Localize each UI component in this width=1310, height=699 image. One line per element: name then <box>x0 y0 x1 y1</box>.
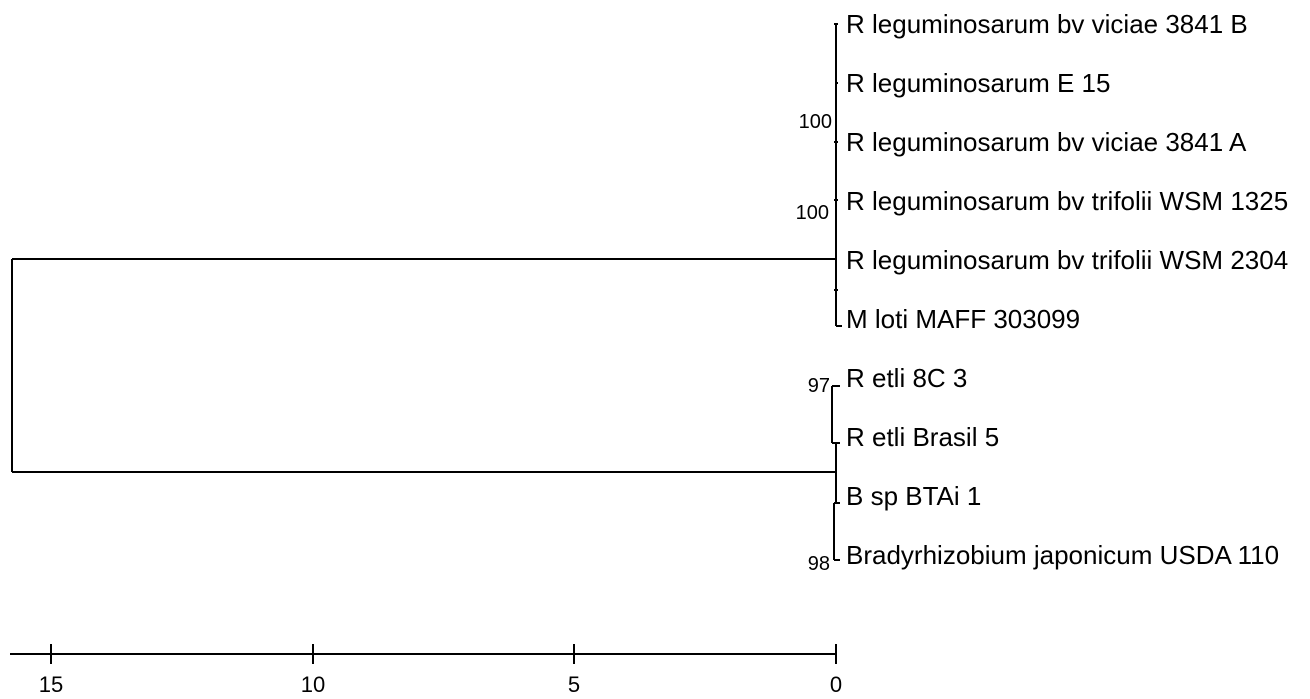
distance-scale-axis: 15 10 5 0 <box>10 644 842 697</box>
leaf-label: R leguminosarum bv trifolii WSM 2304 <box>846 245 1288 275</box>
scale-tick-label: 10 <box>301 672 325 694</box>
leaf-label: R leguminosarum bv trifolii WSM 1325 <box>846 186 1288 216</box>
leaf-label: R leguminosarum E 15 <box>846 68 1110 98</box>
leaf-label: R etli Brasil 5 <box>846 422 999 452</box>
leaf-label: Bradyrhizobium japonicum USDA 110 <box>846 540 1279 570</box>
scale-tick-label: 0 <box>830 672 842 694</box>
leaf-label: R leguminosarum bv viciae 3841 A <box>846 127 1247 157</box>
leaf-labels: R leguminosarum bv viciae 3841 B R legum… <box>846 9 1288 570</box>
bootstrap-values: 100 100 97 98 <box>796 111 832 575</box>
bootstrap-value: 97 <box>808 375 830 397</box>
bootstrap-value: 98 <box>808 553 830 575</box>
scale-tick-label: 15 <box>39 672 63 694</box>
bootstrap-value: 100 <box>796 202 829 224</box>
tree-branches <box>11 23 842 561</box>
leaf-label: R etli 8C 3 <box>846 363 967 393</box>
bootstrap-value: 100 <box>799 111 832 133</box>
leaf-label: M loti MAFF 303099 <box>846 304 1080 334</box>
leaf-label: B sp BTAi 1 <box>846 481 981 511</box>
leaf-label: R leguminosarum bv viciae 3841 B <box>846 9 1248 39</box>
scale-tick-label: 5 <box>568 672 580 694</box>
